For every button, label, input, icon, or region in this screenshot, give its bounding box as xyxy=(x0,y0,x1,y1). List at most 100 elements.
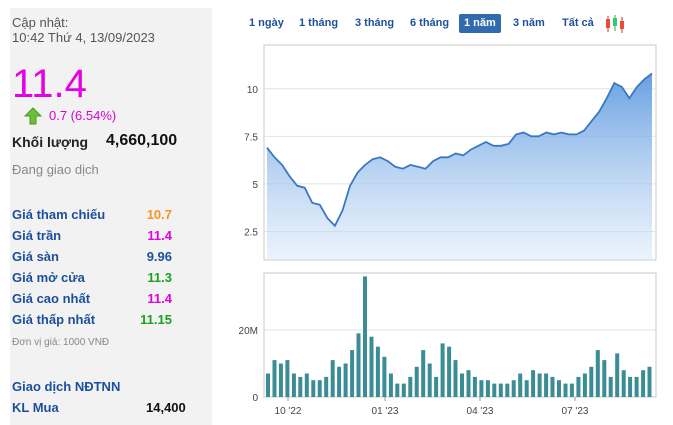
volume-bar xyxy=(382,356,387,397)
x-tick-label: 04 '23 xyxy=(467,406,494,417)
volume-bar xyxy=(369,336,374,397)
volume-bar xyxy=(479,380,484,397)
volume-bar xyxy=(569,383,574,397)
volume-bar xyxy=(608,376,613,397)
volume-bar xyxy=(621,370,626,397)
volume-bar xyxy=(466,370,471,397)
volume-bar xyxy=(453,360,458,397)
price-row-value: 11.4 xyxy=(147,291,172,306)
volume-bar xyxy=(531,370,536,397)
volume-bar xyxy=(401,383,406,397)
volume-bar xyxy=(595,350,600,397)
volume-bar xyxy=(634,376,639,397)
volume-bar xyxy=(582,373,587,397)
price-line xyxy=(266,72,653,228)
trading-status: Đang giao dịch xyxy=(12,162,99,177)
volume-bar xyxy=(550,376,555,397)
volume-bar xyxy=(498,383,503,397)
volume-bar xyxy=(311,380,316,397)
volume-label: Khối lượng xyxy=(12,134,89,150)
volume-bar xyxy=(285,360,290,397)
volume-bar xyxy=(324,376,329,397)
x-tick-label: 01 '23 xyxy=(372,406,399,417)
volume-bar xyxy=(434,376,439,397)
x-tick-label: 10 '22 xyxy=(275,406,302,417)
volume-bar xyxy=(537,373,542,397)
volume-bar xyxy=(278,363,283,397)
price-row-value: 9.96 xyxy=(146,249,172,264)
x-tick-label: 07 '23 xyxy=(562,406,589,417)
volume-bar xyxy=(350,350,355,397)
volume-bar xyxy=(408,376,413,397)
current-price: 11.4 xyxy=(12,62,87,106)
volume-value: 4,660,100 xyxy=(106,132,178,149)
volume-bar xyxy=(414,366,419,397)
price-row-label: Giá thấp nhất xyxy=(12,312,96,327)
volume-bar xyxy=(647,366,652,397)
price-row: Giá thấp nhất 11.15 xyxy=(12,312,172,330)
volume-bar xyxy=(518,373,523,397)
tab-range[interactable]: 1 tháng xyxy=(299,17,339,29)
volume-bar xyxy=(524,380,529,397)
update-time: 10:42 Thứ 4, 13/09/2023 xyxy=(12,30,155,45)
volume-bar xyxy=(589,366,594,397)
price-row-value: 10.7 xyxy=(146,207,172,222)
volume-bar xyxy=(485,380,490,397)
volume-bar xyxy=(628,376,633,397)
volume-bar xyxy=(298,376,303,397)
price-row-label: Giá sàn xyxy=(12,249,59,264)
tab-range[interactable]: Tất cả xyxy=(562,17,594,29)
volume-bar xyxy=(337,366,342,397)
volume-bar xyxy=(557,380,561,397)
volume-bar xyxy=(421,350,426,397)
price-row-value: 11.3 xyxy=(147,270,172,285)
volume-bar xyxy=(330,360,335,397)
volume-bar xyxy=(272,360,277,397)
foreign-buy-value: 14,400 xyxy=(146,400,186,415)
foreign-trade-title: Giao dịch NĐTNN xyxy=(12,379,121,394)
price-row-label: Giá trần xyxy=(12,228,62,243)
volume-bar xyxy=(343,363,348,397)
volume-bar xyxy=(304,373,309,397)
price-tick-label: 7.5 xyxy=(244,132,258,143)
volume-bar xyxy=(317,380,322,397)
tab-range[interactable]: 3 tháng xyxy=(355,17,395,29)
price-area-fill xyxy=(267,73,652,260)
volume-bar xyxy=(440,343,445,397)
volume-bar xyxy=(291,373,296,397)
price-unit: Đơn vị giá: 1000 VNĐ xyxy=(12,337,110,348)
volume-bar xyxy=(427,363,432,397)
price-row-label: Giá mở cửa xyxy=(12,270,85,285)
tab-range[interactable]: 6 tháng xyxy=(410,17,450,29)
volume-bar xyxy=(615,353,620,397)
price-tick-label: 10 xyxy=(247,85,259,96)
volume-bar xyxy=(492,383,497,397)
price-row-label: Giá tham chiếu xyxy=(12,207,106,222)
volume-bar xyxy=(544,373,549,397)
volume-tick-label: 20M xyxy=(239,326,258,337)
volume-bar xyxy=(266,373,270,397)
foreign-buy-label: KL Mua xyxy=(12,400,59,415)
tab-range[interactable]: 3 năm xyxy=(513,17,545,29)
volume-bar xyxy=(505,383,510,397)
update-label: Cập nhật: xyxy=(12,15,69,30)
volume-bar xyxy=(395,383,400,397)
volume-bar xyxy=(363,276,367,397)
tab-range[interactable]: 1 ngày xyxy=(249,17,284,29)
volume-bar xyxy=(511,380,516,397)
price-row: Giá tham chiếu 10.7 xyxy=(12,207,172,225)
price-row: Giá sàn 9.96 xyxy=(12,249,172,267)
volume-tick-label: 0 xyxy=(252,393,258,404)
volume-bar xyxy=(356,333,361,397)
price-row-value: 11.4 xyxy=(147,228,172,243)
price-tick-label: 2.5 xyxy=(244,227,258,238)
price-row: Giá trần 11.4 xyxy=(12,228,172,246)
candlestick-icon[interactable] xyxy=(604,14,626,39)
price-row: Giá cao nhất 11.4 xyxy=(12,291,172,309)
volume-bar xyxy=(576,376,581,397)
volume-bar xyxy=(388,373,393,397)
price-tick-label: 5 xyxy=(252,180,258,191)
volume-bar xyxy=(447,346,452,397)
tab-range[interactable]: 1 năm xyxy=(459,14,501,33)
